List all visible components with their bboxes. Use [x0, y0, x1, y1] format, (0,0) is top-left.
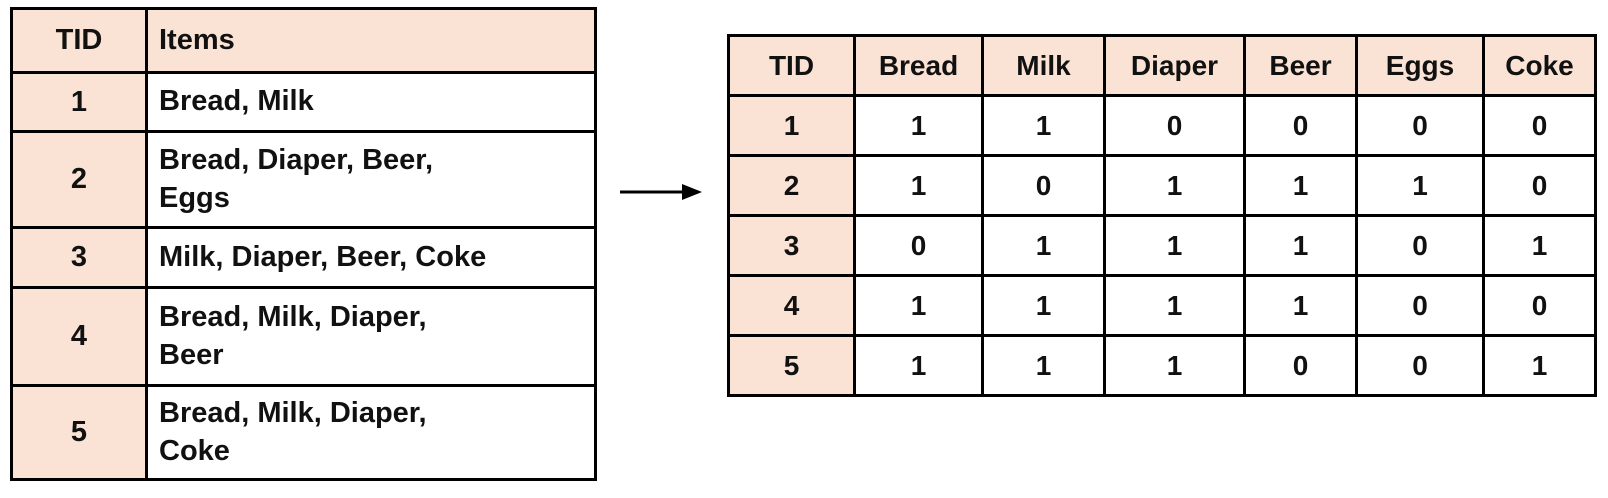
binary-cell: 0 — [1103, 94, 1246, 157]
binary-tid: 4 — [727, 274, 856, 337]
binary-cell: 1 — [1103, 214, 1246, 277]
transaction-items: Bread, Diaper, Beer, Eggs — [145, 130, 597, 229]
binary-header-tid: TID — [727, 34, 856, 97]
binary-row: 3 0 1 1 1 0 1 — [727, 214, 1597, 277]
binary-cell: 0 — [1355, 334, 1485, 397]
transactions-row: 1 Bread, Milk — [10, 71, 597, 133]
binary-header-diaper: Diaper — [1103, 34, 1246, 97]
transactions-table: TID Items 1 Bread, Milk 2 Bread, Diaper,… — [10, 7, 597, 481]
binary-header-milk: Milk — [981, 34, 1106, 97]
binary-cell: 0 — [1355, 94, 1485, 157]
binary-cell: 1 — [1103, 154, 1246, 217]
binary-header-beer: Beer — [1243, 34, 1358, 97]
binary-cell: 1 — [1482, 214, 1597, 277]
binary-row: 5 1 1 1 0 0 1 — [727, 334, 1597, 397]
binary-row: 4 1 1 1 1 0 0 — [727, 274, 1597, 337]
binary-header-row: TID Bread Milk Diaper Beer Eggs Coke — [727, 34, 1597, 97]
transactions-row: 3 Milk, Diaper, Beer, Coke — [10, 226, 597, 289]
transaction-tid: 4 — [10, 286, 148, 387]
binary-cell: 1 — [853, 94, 984, 157]
transaction-tid: 1 — [10, 71, 148, 133]
binary-header-coke: Coke — [1482, 34, 1597, 97]
binary-tid: 2 — [727, 154, 856, 217]
binary-cell: 0 — [1243, 334, 1358, 397]
binary-tid: 1 — [727, 94, 856, 157]
binary-cell: 1 — [981, 214, 1106, 277]
binary-tid: 3 — [727, 214, 856, 277]
binary-cell: 1 — [1482, 334, 1597, 397]
binary-cell: 0 — [1355, 214, 1485, 277]
binary-cell: 1 — [1103, 274, 1246, 337]
binary-cell: 1 — [981, 274, 1106, 337]
binary-cell: 1 — [1243, 154, 1358, 217]
binary-cell: 1 — [853, 274, 984, 337]
binary-header-bread: Bread — [853, 34, 984, 97]
binary-row: 2 1 0 1 1 1 0 — [727, 154, 1597, 217]
binary-cell: 1 — [1103, 334, 1246, 397]
transactions-header-items: Items — [145, 7, 597, 74]
transaction-tid: 5 — [10, 384, 148, 481]
binary-representation-table: TID Bread Milk Diaper Beer Eggs Coke 1 1… — [727, 34, 1597, 397]
transactions-row: 5 Bread, Milk, Diaper, Coke — [10, 384, 597, 481]
binary-row: 1 1 1 0 0 0 0 — [727, 94, 1597, 157]
binary-cell: 0 — [1482, 154, 1597, 217]
transaction-items: Bread, Milk — [145, 71, 597, 133]
transactions-header-row: TID Items — [10, 7, 597, 74]
binary-cell: 1 — [981, 94, 1106, 157]
transaction-tid: 3 — [10, 226, 148, 289]
transaction-items: Milk, Diaper, Beer, Coke — [145, 226, 597, 289]
binary-cell: 0 — [853, 214, 984, 277]
transaction-items: Bread, Milk, Diaper, Beer — [145, 286, 597, 387]
binary-cell: 1 — [1355, 154, 1485, 217]
transaction-items: Bread, Milk, Diaper, Coke — [145, 384, 597, 481]
transform-arrow — [618, 178, 704, 206]
transactions-row: 4 Bread, Milk, Diaper, Beer — [10, 286, 597, 387]
binary-cell: 0 — [1482, 94, 1597, 157]
transactions-row: 2 Bread, Diaper, Beer, Eggs — [10, 130, 597, 229]
binary-cell: 1 — [1243, 274, 1358, 337]
right-arrow-icon — [620, 184, 702, 200]
transactions-header-tid: TID — [10, 7, 148, 74]
binary-cell: 0 — [981, 154, 1106, 217]
binary-tid: 5 — [727, 334, 856, 397]
binary-cell: 1 — [853, 154, 984, 217]
binary-cell: 1 — [981, 334, 1106, 397]
binary-cell: 0 — [1243, 94, 1358, 157]
binary-cell: 0 — [1482, 274, 1597, 337]
binary-header-eggs: Eggs — [1355, 34, 1485, 97]
binary-cell: 1 — [853, 334, 984, 397]
binary-cell: 0 — [1355, 274, 1485, 337]
transaction-tid: 2 — [10, 130, 148, 229]
binary-cell: 1 — [1243, 214, 1358, 277]
